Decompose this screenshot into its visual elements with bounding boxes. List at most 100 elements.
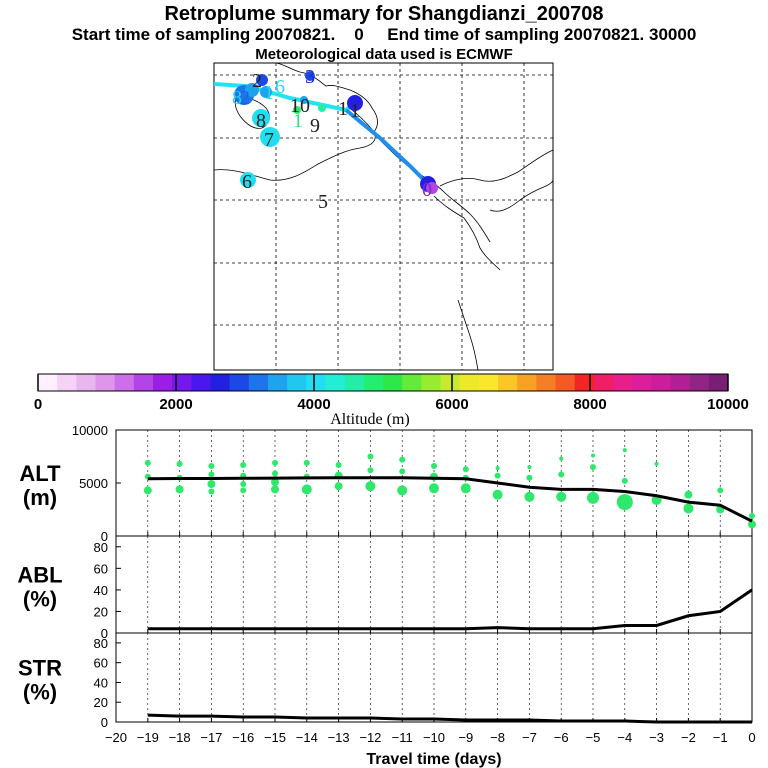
colorbar-cells	[37, 374, 729, 391]
scatter-point	[240, 461, 247, 468]
y-tick-label: 40	[94, 675, 108, 690]
colorbar-frame	[37, 373, 729, 392]
x-tick-label: −3	[649, 730, 664, 745]
scatter-point	[272, 470, 278, 477]
x-tick-label: −14	[296, 730, 318, 745]
colorbar-cell	[248, 374, 269, 391]
scatter-point	[460, 483, 471, 494]
day-label: 10	[290, 95, 310, 117]
scatter-point	[494, 472, 501, 479]
colorbar-cell	[421, 374, 441, 391]
map-frame	[213, 62, 554, 371]
series-line	[147, 713, 752, 724]
colorbar-cell	[95, 374, 116, 391]
scatter-point	[271, 485, 279, 494]
plume-marker	[293, 106, 301, 114]
colorbar-cell	[670, 374, 691, 391]
x-tick-label: −1	[713, 730, 728, 745]
colorbar-cell	[651, 374, 671, 391]
colorbar-tick-label: 2000	[159, 396, 192, 413]
scatter-point	[144, 459, 151, 466]
plume-marker	[347, 95, 363, 111]
colorbar-tick-label: 0	[34, 396, 42, 413]
scatter-point	[556, 491, 567, 502]
colorbar-cell	[229, 374, 250, 391]
panel-ylabel: ALT	[19, 461, 61, 486]
panel-alt: 10000 5000 0 ALT(m)	[19, 423, 756, 544]
colorbar-cell	[555, 374, 576, 391]
colorbar-cell	[172, 374, 192, 391]
x-tick-label: −17	[200, 730, 222, 745]
colorbar-tick-label: 4000	[297, 396, 330, 413]
panel-ylabel: (%)	[23, 587, 57, 612]
x-axis-label: Travel time (days)	[366, 751, 501, 768]
panel-ylabel: (m)	[23, 485, 57, 510]
colorbar-cell	[306, 374, 326, 391]
colorbar-cell	[708, 374, 729, 391]
scatter-point	[143, 486, 152, 495]
colorbar-cell	[114, 374, 135, 391]
colorbar-cell	[363, 374, 384, 391]
scatter-point	[683, 503, 694, 514]
scatter-point	[367, 467, 374, 474]
panel-frame	[115, 535, 753, 634]
colorbar-cell	[478, 374, 499, 391]
scatter-point	[271, 477, 279, 486]
plume-markers	[234, 71, 438, 194]
day-label: 8	[256, 110, 266, 132]
x-tick-label: −11	[392, 730, 413, 745]
scatter-point	[399, 468, 406, 475]
x-tick-label: −9	[458, 730, 473, 745]
scatter-point	[654, 461, 659, 466]
scatter-point	[492, 489, 503, 500]
scatter-point	[303, 459, 310, 466]
day-label: 2	[252, 70, 262, 92]
day-label: 6	[275, 76, 285, 98]
day-label: 1	[350, 100, 360, 122]
scatter-point	[431, 463, 437, 470]
x-tick-label: −10	[423, 730, 445, 745]
scatter-point	[207, 480, 216, 489]
lake-outline	[234, 97, 270, 129]
scatter-point	[748, 520, 756, 529]
colorbar-cell	[57, 374, 77, 391]
coastline-peninsula	[489, 179, 554, 212]
colorbar-cell	[536, 374, 556, 391]
x-tick-label: −5	[586, 730, 601, 745]
scatter-point	[367, 453, 374, 460]
y-tick-label: 5000	[79, 476, 108, 491]
coastline-east	[439, 149, 554, 187]
main-title: Retroplume summary for Shangdianzi_20070…	[164, 3, 604, 25]
plume-marker	[256, 74, 268, 86]
colorbar-cell	[153, 374, 173, 391]
colorbar-cell	[402, 374, 422, 391]
scatter-point	[399, 456, 406, 463]
colorbar-cell	[383, 374, 403, 391]
scatter-point	[526, 474, 533, 481]
scatter-point	[717, 487, 724, 494]
scatter-point	[365, 481, 376, 492]
scatter-point	[272, 459, 278, 466]
y-tick-label: 10000	[72, 423, 108, 438]
scatter-point	[621, 477, 628, 484]
panel-ylabel: ABL	[17, 563, 62, 588]
colorbar-label: Altitude (m)	[330, 411, 410, 428]
colorbar-cell	[517, 374, 537, 391]
scatter-point	[684, 490, 693, 499]
colorbar-cell	[574, 374, 595, 391]
plume-marker	[260, 86, 272, 98]
colorbar-cell	[593, 374, 614, 391]
scatter-point	[558, 471, 565, 478]
y-tick-label: 0	[101, 529, 108, 544]
x-tick-label: −6	[554, 730, 569, 745]
sampling-subtitle: Start time of sampling 20070821. 0 End t…	[71, 25, 697, 44]
scatter-point	[462, 466, 469, 473]
plume-marker	[245, 83, 259, 97]
x-tick-label: −7	[522, 730, 537, 745]
scatter-point	[616, 494, 633, 511]
x-tick-label: 0	[748, 730, 755, 745]
colorbar-cell	[440, 374, 461, 391]
scatter-point	[591, 453, 595, 458]
